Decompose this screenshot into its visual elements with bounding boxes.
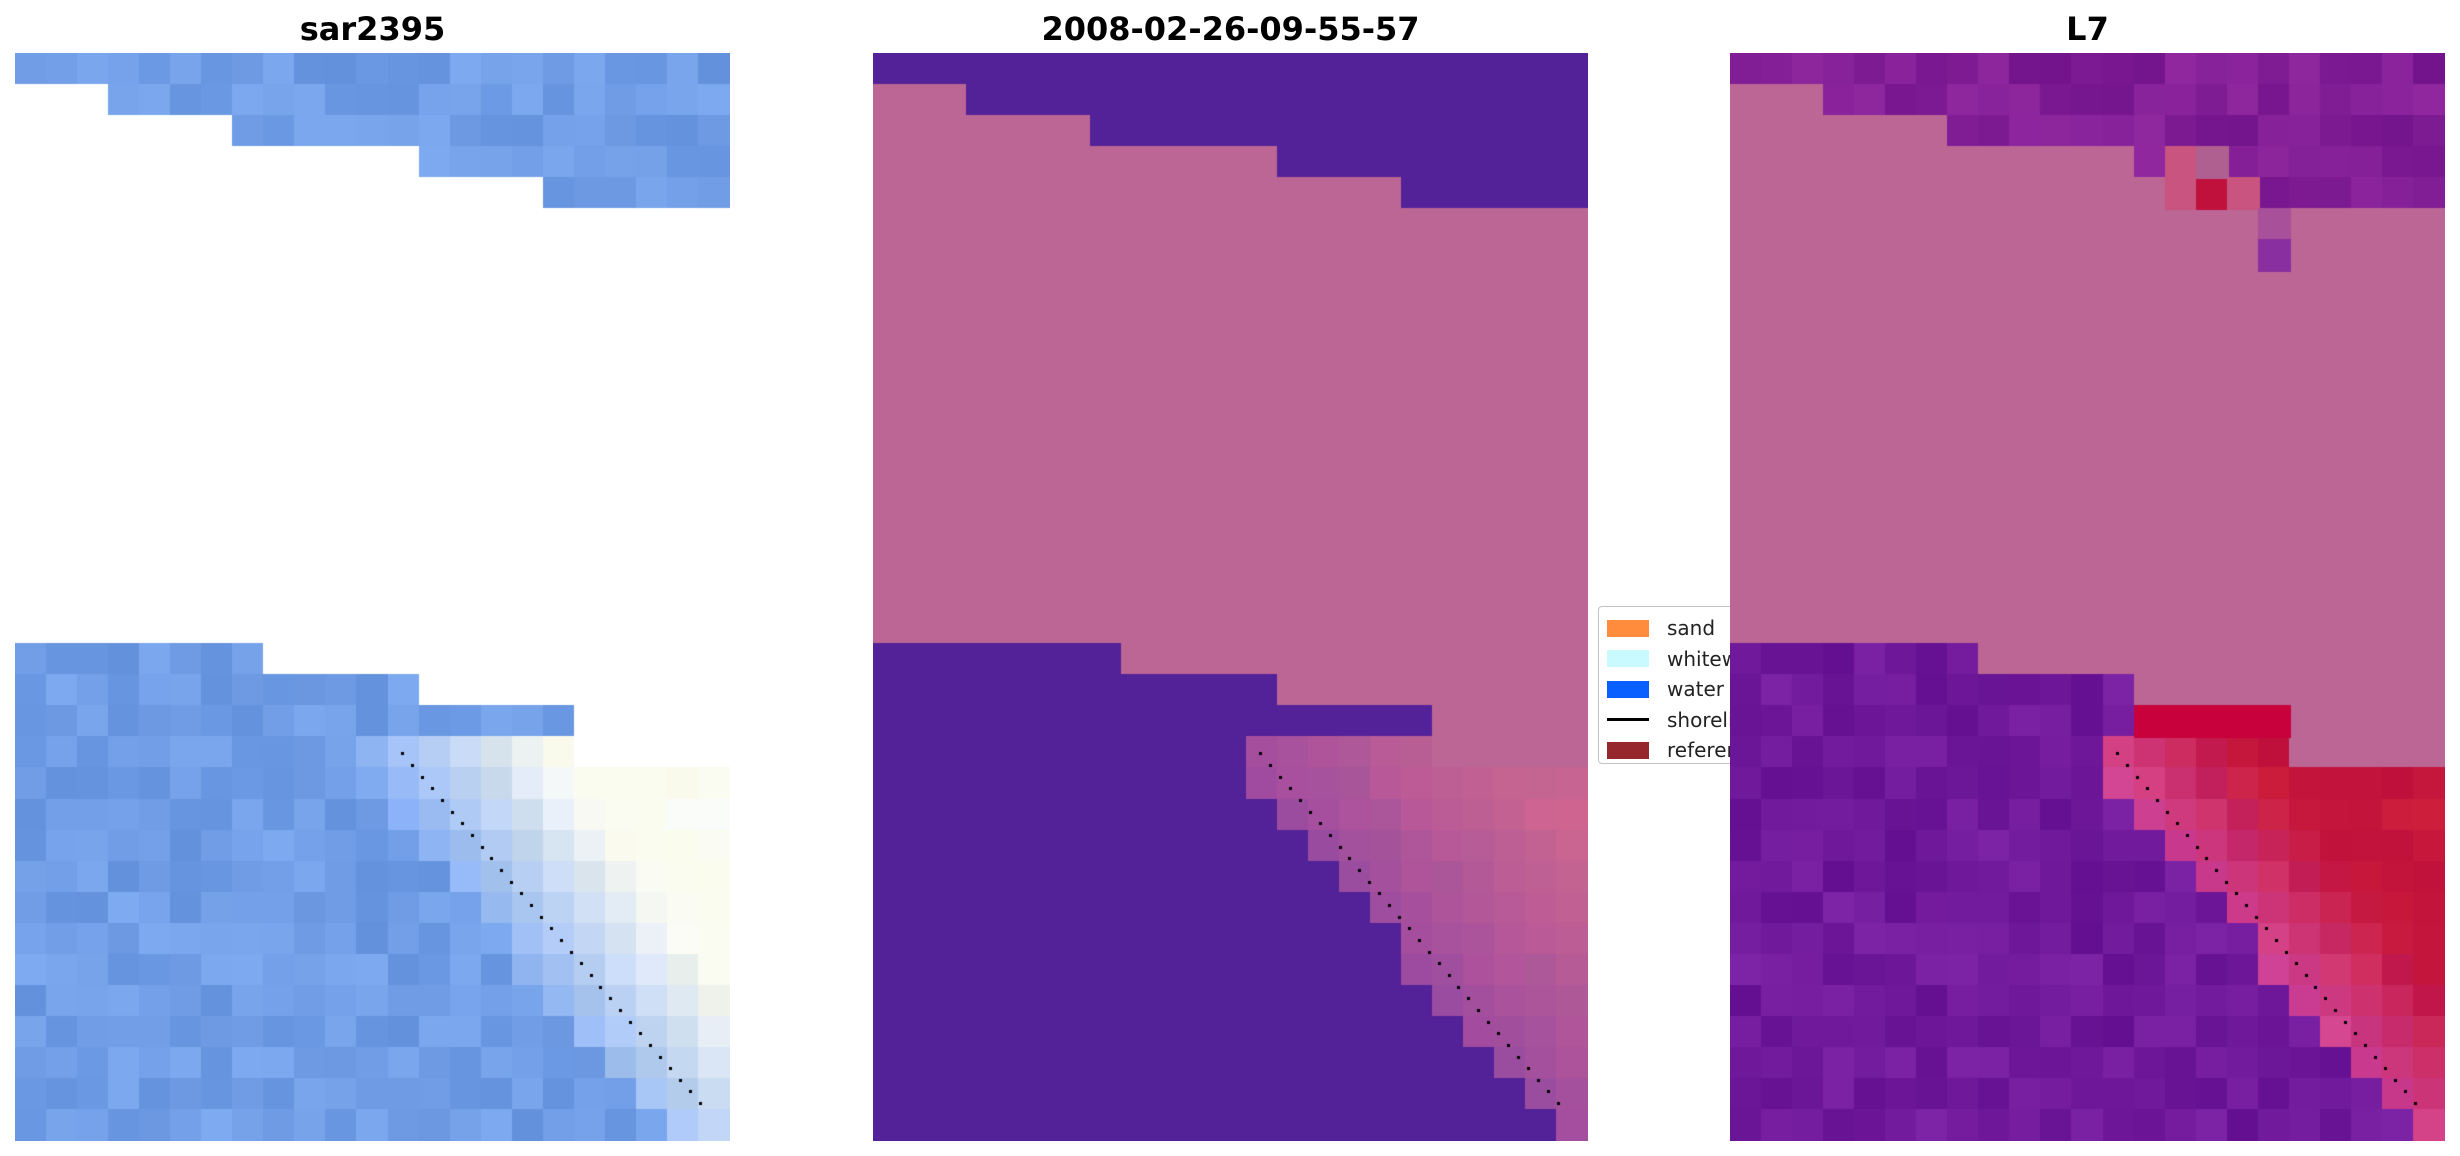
- legend-label-sand: sand: [1667, 616, 1716, 641]
- classified-image: [873, 53, 1588, 1141]
- rgb-image-panel: [15, 53, 730, 1141]
- panel-title-classified: 2008-02-26-09-55-57: [1041, 10, 1420, 48]
- legend-item-sand: sand: [1607, 613, 1942, 644]
- panel-title-rgb: sar2395: [299, 10, 446, 48]
- legend-item-water: water: [1607, 674, 1942, 705]
- classified-image-panel: [873, 53, 1588, 1141]
- water-swatch: [1607, 680, 1649, 698]
- sand-swatch: [1607, 619, 1649, 637]
- index-image: [1730, 53, 2445, 1141]
- shoreline-line-swatch: [1607, 718, 1649, 722]
- reference-swatch: [1607, 741, 1649, 759]
- whitewater-swatch: [1607, 650, 1649, 668]
- index-image-panel: [1730, 53, 2445, 1141]
- panel-title-mndwi: L7: [2066, 10, 2109, 48]
- legend-label-water: water: [1667, 677, 1724, 702]
- rgb-image: [15, 53, 730, 1141]
